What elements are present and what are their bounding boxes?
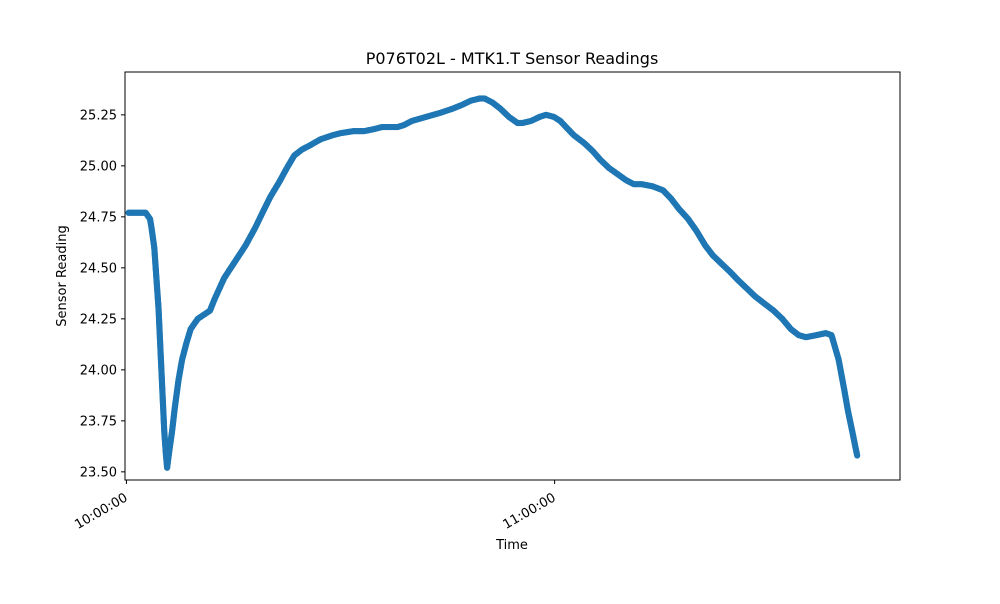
y-tick-label: 23.50 [80, 465, 117, 480]
y-tick-label: 24.75 [80, 210, 117, 225]
axes: 23.50 23.75 24.00 24.25 24.50 24.75 25.00 25.25… [72, 71, 901, 533]
x-tick-label: 11:00:00 [501, 490, 559, 532]
y-tick-label: 24.50 [80, 261, 117, 276]
y-tick-label: 23.75 [80, 414, 117, 429]
y-tick-label: 25.00 [80, 159, 117, 174]
y-axis-label: Sensor Reading [55, 225, 70, 326]
x-tick-label: 10:00:00 [72, 490, 130, 532]
plot-frame [124, 71, 901, 481]
y-tick-label: 24.00 [80, 363, 117, 378]
plot-area [125, 95, 861, 471]
y-tick-label: 25.25 [80, 108, 117, 123]
y-tick-label: 24.25 [80, 312, 117, 327]
chart-title: P076T02L - MTK1.T Sensor Readings [366, 49, 659, 68]
x-axis-label: Time [495, 538, 528, 553]
data-point [854, 452, 861, 459]
